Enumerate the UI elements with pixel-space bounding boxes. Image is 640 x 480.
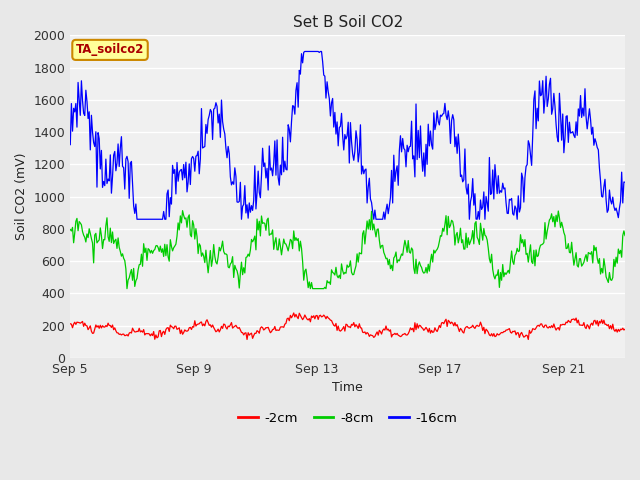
- -8cm: [335, 272, 343, 278]
- Line: -16cm: -16cm: [70, 51, 625, 219]
- -16cm: [133, 216, 141, 222]
- -2cm: [332, 321, 340, 326]
- -8cm: [399, 252, 406, 258]
- -2cm: [399, 332, 406, 337]
- -2cm: [67, 321, 74, 327]
- Y-axis label: Soil CO2 (mV): Soil CO2 (mV): [15, 153, 28, 240]
- -8cm: [67, 227, 74, 232]
- -16cm: [369, 209, 376, 215]
- -8cm: [621, 233, 629, 239]
- Line: -2cm: -2cm: [70, 313, 625, 339]
- Text: TA_soilco2: TA_soilco2: [76, 43, 144, 56]
- -8cm: [369, 227, 376, 233]
- -8cm: [332, 264, 340, 270]
- -2cm: [610, 327, 618, 333]
- -2cm: [621, 326, 629, 332]
- -2cm: [290, 310, 298, 316]
- -2cm: [335, 327, 343, 333]
- -16cm: [335, 125, 343, 131]
- -2cm: [524, 333, 531, 338]
- -16cm: [621, 180, 629, 185]
- -2cm: [243, 336, 251, 342]
- X-axis label: Time: Time: [332, 382, 363, 395]
- -16cm: [610, 204, 618, 209]
- -2cm: [369, 333, 376, 338]
- -16cm: [524, 162, 531, 168]
- -8cm: [123, 286, 131, 291]
- Line: -8cm: -8cm: [70, 211, 625, 288]
- -8cm: [610, 256, 618, 262]
- Title: Set B Soil CO2: Set B Soil CO2: [292, 15, 403, 30]
- -16cm: [67, 142, 74, 147]
- -16cm: [301, 48, 308, 54]
- -16cm: [332, 131, 340, 137]
- -16cm: [399, 136, 406, 142]
- -8cm: [524, 251, 531, 256]
- -8cm: [179, 208, 186, 214]
- Legend: -2cm, -8cm, -16cm: -2cm, -8cm, -16cm: [232, 407, 463, 430]
